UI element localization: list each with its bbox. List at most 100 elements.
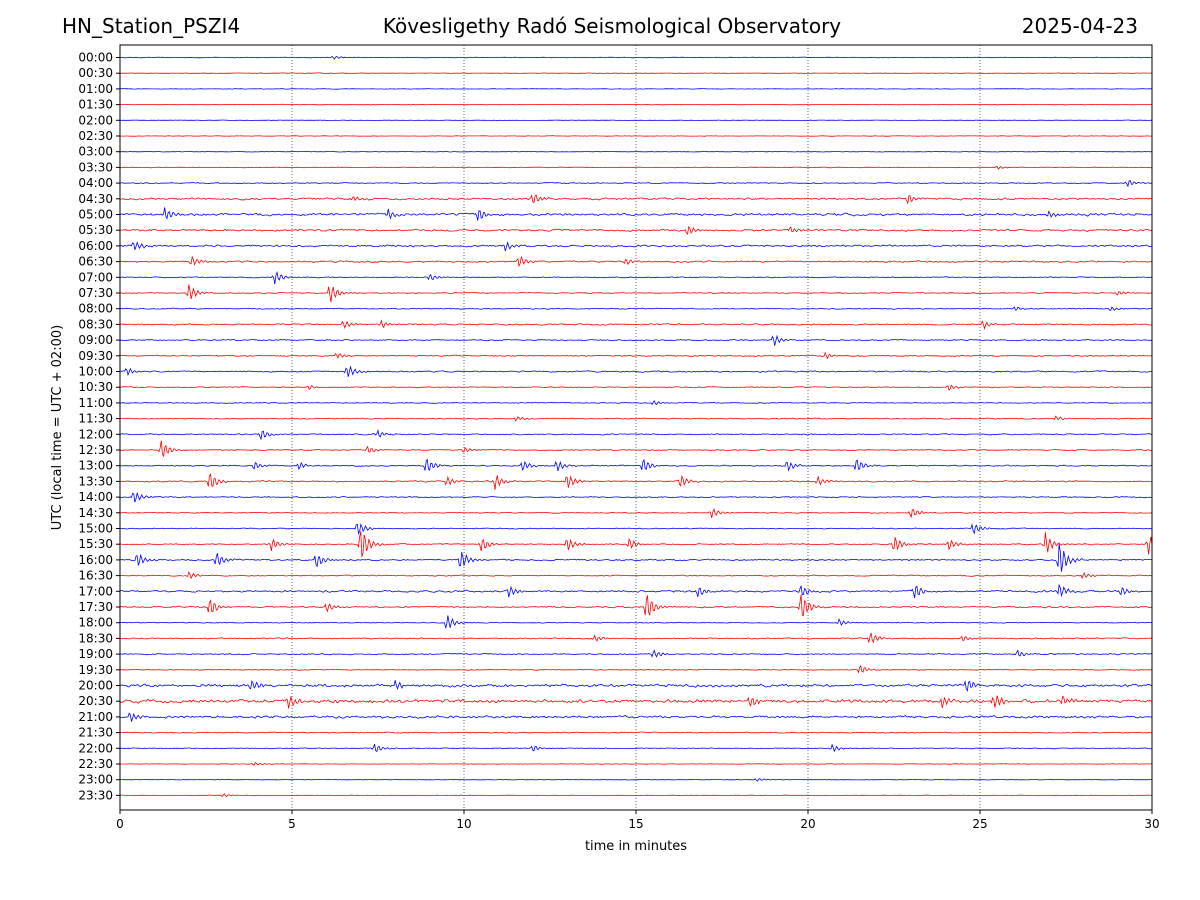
trace-1730 [120, 594, 1153, 616]
date-title: 2025-04-23 [1021, 14, 1138, 38]
y-tick-label: 17:00 [78, 584, 113, 598]
trace-2300 [119, 778, 1153, 782]
trace-0330 [119, 165, 1153, 170]
trace-0900 [119, 334, 1153, 346]
y-tick-label: 07:30 [78, 286, 113, 300]
trace-1200 [119, 429, 1153, 440]
trace-0030 [120, 72, 1153, 74]
trace-2000 [119, 679, 1153, 692]
y-tick-label: 03:30 [78, 160, 113, 174]
trace-1100 [119, 399, 1153, 406]
y-tick-label: 11:30 [78, 412, 113, 426]
trace-0600 [119, 241, 1152, 252]
trace-1530 [119, 531, 1153, 558]
y-tick-label: 02:00 [78, 113, 113, 127]
x-axis-label: time in minutes [585, 839, 687, 854]
y-tick-label: 08:30 [78, 317, 113, 331]
trace-2030 [119, 695, 1152, 709]
trace-1000 [119, 365, 1153, 377]
trace-2100 [119, 712, 1153, 722]
trace-0700 [119, 270, 1153, 285]
trace-0300 [119, 150, 1153, 153]
trace-0400 [119, 179, 1153, 188]
y-tick-label: 10:00 [78, 365, 113, 379]
y-axis-label: UTC (local time = UTC + 02:00) [50, 325, 65, 530]
trace-1500 [119, 523, 1152, 536]
y-tick-label: 19:30 [78, 663, 113, 677]
y-tick-label: 21:00 [78, 710, 113, 724]
trace-2130 [119, 731, 1153, 734]
y-tick-label: 20:00 [78, 679, 113, 693]
trace-0500 [119, 207, 1153, 221]
y-tick-label: 12:00 [78, 427, 113, 441]
trace-1830 [119, 632, 1153, 644]
trace-1800 [119, 615, 1153, 629]
x-tick-label: 20 [800, 817, 815, 831]
trace-1030 [119, 384, 1153, 391]
x-tick-label: 5 [288, 817, 296, 831]
y-tick-label: 19:00 [78, 647, 113, 661]
y-tick-label: 05:30 [78, 223, 113, 237]
trace-1600 [119, 543, 1153, 572]
trace-2230 [119, 762, 1153, 766]
trace-0230 [119, 135, 1153, 137]
y-tick-label: 16:00 [78, 553, 113, 567]
grid-lines [291, 45, 981, 810]
y-tick-label: 23:00 [78, 773, 113, 787]
x-tick-label: 15 [628, 817, 643, 831]
y-tick-label: 00:30 [78, 66, 113, 80]
trace-1230 [120, 440, 1153, 457]
trace-0530 [119, 225, 1153, 235]
y-tick-label: 06:00 [78, 239, 113, 253]
y-tick-label: 03:00 [78, 145, 113, 159]
y-tick-label: 14:30 [78, 506, 113, 520]
trace-1930 [119, 664, 1153, 674]
y-tick-label: 06:30 [78, 255, 113, 269]
x-tick-label: 25 [972, 817, 987, 831]
x-tick-label: 30 [1144, 817, 1159, 831]
y-tick-label: 13:00 [78, 459, 113, 473]
trace-0100 [120, 88, 1153, 90]
x-tick-label: 0 [116, 817, 124, 831]
y-tick-label: 10:30 [78, 380, 113, 394]
y-tick-label: 07:00 [78, 270, 113, 284]
y-tick-label: 04:30 [78, 192, 113, 206]
y-tick-label: 00:00 [78, 51, 113, 65]
trace-1700 [119, 583, 1153, 599]
trace-0430 [119, 194, 1153, 205]
y-tick-label: 11:00 [78, 396, 113, 410]
y-tick-label: 18:00 [78, 616, 113, 630]
y-tick-label: 20:30 [78, 694, 113, 708]
trace-1400 [119, 492, 1153, 503]
station-title: HN_Station_PSZI4 [62, 14, 241, 38]
trace-1330 [119, 473, 1153, 490]
y-tick-label: 22:30 [78, 757, 113, 771]
trace-0800 [119, 306, 1153, 311]
trace-0200 [119, 119, 1153, 122]
y-tick-label: 21:30 [78, 726, 113, 740]
trace-0000 [119, 55, 1152, 60]
trace-1130 [119, 415, 1153, 422]
trace-0630 [119, 255, 1153, 268]
trace-2200 [119, 743, 1152, 753]
y-tick-label: 23:30 [78, 788, 113, 802]
y-tick-label: 18:30 [78, 631, 113, 645]
x-tick-label: 10 [456, 817, 471, 831]
y-tick-label: 09:00 [78, 333, 113, 347]
y-tick-label: 05:00 [78, 208, 113, 222]
y-tick-label: 12:30 [78, 443, 113, 457]
y-tick-label: 13:30 [78, 474, 113, 488]
trace-2330 [119, 793, 1153, 798]
y-tick-label: 09:30 [78, 349, 113, 363]
trace-rows [119, 55, 1153, 798]
trace-0930 [120, 351, 1153, 360]
chart-title: Kövesligethy Radó Seismological Observat… [382, 14, 842, 38]
trace-1900 [119, 649, 1152, 658]
y-tick-label: 04:00 [78, 176, 113, 190]
y-tick-label: 22:00 [78, 741, 113, 755]
y-tick-label: 01:00 [78, 82, 113, 96]
y-tick-label: 14:00 [78, 490, 113, 504]
y-tick-label: 15:30 [78, 537, 113, 551]
